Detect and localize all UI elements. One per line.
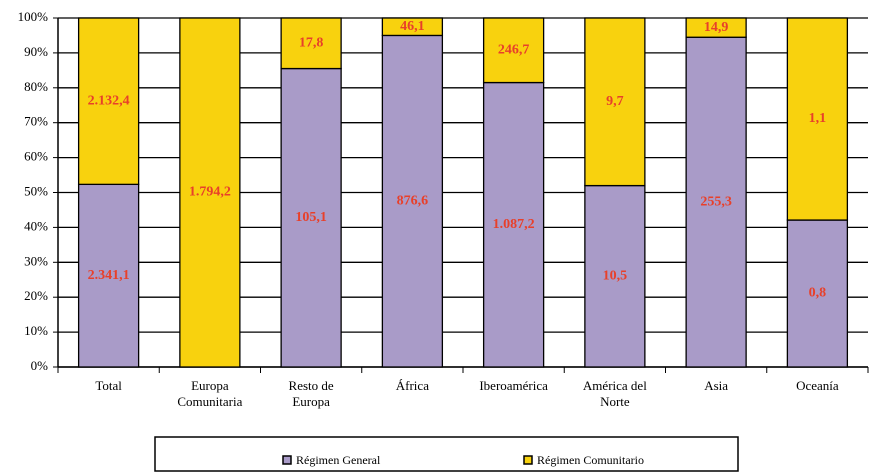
bar-segment [381, 17, 444, 37]
y-tick-label: 90% [24, 44, 48, 59]
y-tick-label: 70% [24, 114, 48, 129]
y-tick-label: 40% [24, 218, 48, 233]
bar-segment [381, 34, 444, 368]
x-tick-label: Total [95, 378, 122, 393]
y-tick-label: 60% [24, 149, 48, 164]
bar-segment [685, 17, 747, 38]
value-label: 46,1 [400, 19, 425, 34]
legend-label: Régimen General [296, 453, 381, 467]
value-label: 10,5 [603, 269, 628, 284]
x-tick-label: Resto de Europa [289, 378, 334, 409]
value-label: 105,1 [295, 210, 327, 225]
bar-segment [179, 17, 241, 368]
value-label: 1.087,2 [493, 217, 535, 232]
y-tick-label: 30% [24, 253, 48, 268]
x-tick-label: Asia [704, 378, 728, 393]
legend-marker [282, 455, 292, 465]
value-label: 255,3 [700, 194, 732, 209]
y-tick-label: 80% [24, 79, 48, 94]
value-label: 2.341,1 [88, 268, 130, 283]
bar-segment [77, 17, 140, 186]
y-tick-label: 100% [18, 9, 49, 24]
value-label: 1,1 [809, 111, 827, 126]
x-tick-label: Europa Comunitaria [177, 378, 242, 409]
value-label: 2.132,4 [88, 93, 130, 108]
bar-segment [280, 67, 342, 368]
legend-marker [523, 455, 533, 465]
x-tick-label: África [396, 378, 429, 393]
legend-box [154, 436, 739, 472]
bar-segment [482, 81, 545, 368]
x-tick-label: América del Norte [583, 378, 647, 409]
y-tick-label: 20% [24, 288, 48, 303]
bar-segment [280, 17, 342, 70]
y-tick-label: 10% [24, 323, 48, 338]
y-tick-label: 50% [24, 183, 48, 198]
value-label: 9,7 [606, 94, 624, 109]
y-tick-label: 0% [31, 358, 49, 373]
bar-segment [584, 17, 646, 187]
bar-segment [685, 36, 747, 368]
legend-label: Régimen Comunitario [537, 453, 644, 467]
bar-segment [786, 17, 849, 221]
value-label: 1.794,2 [189, 185, 231, 200]
bar-segment [77, 183, 140, 368]
x-tick-label: Iberoamérica [479, 378, 548, 393]
value-label: 17,8 [299, 35, 324, 50]
x-tick-label: Oceanía [796, 378, 839, 393]
bar-segment [482, 17, 545, 84]
value-label: 14,9 [704, 20, 729, 35]
value-label: 876,6 [397, 193, 429, 208]
value-label: 246,7 [498, 42, 530, 57]
bar-segment [786, 219, 849, 368]
value-label: 0,8 [809, 286, 827, 301]
